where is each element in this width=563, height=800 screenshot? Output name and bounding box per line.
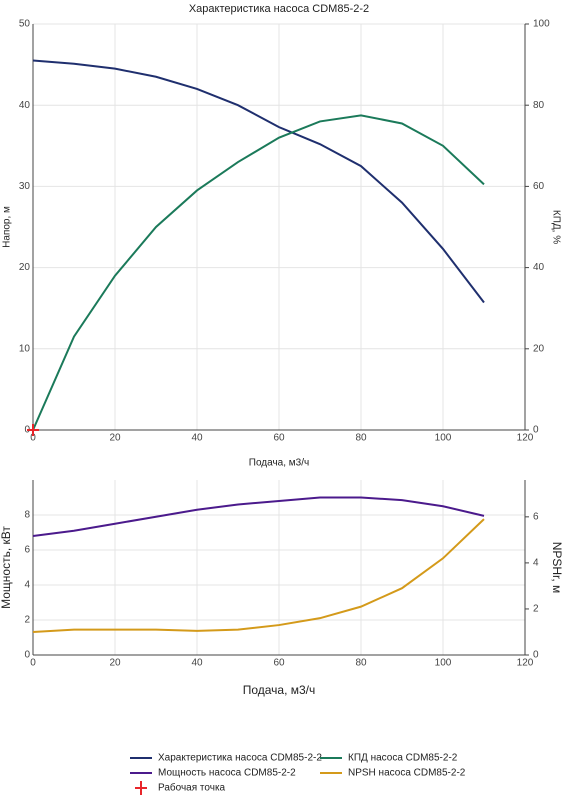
y2-tick-label: 0 [533,425,539,436]
x-tick-label: 0 [30,658,36,669]
x-tick-label: 20 [109,433,121,444]
operating-point [27,424,39,436]
y2-tick-label: 80 [533,100,545,111]
legend-label: Характеристика насоса CDM85-2-2 [158,753,322,764]
y-tick-label: 40 [19,100,31,111]
y2-axis-label: КПД, % [550,210,561,244]
y2-tick-label: 0 [533,650,539,661]
y-tick-label: 8 [24,510,30,521]
legend-label: NPSH насоса CDM85-2-2 [348,768,466,779]
y2-tick-label: 60 [533,181,545,192]
y2-tick-label: 2 [533,604,539,615]
x-axis-label: Подача, м3/ч [243,683,316,697]
y2-axis-label: NPSHr, м [550,542,563,594]
y-tick-label: 6 [24,545,30,556]
y-tick-label: 50 [19,19,31,30]
data-line [32,114,485,431]
x-tick-label: 100 [435,658,452,669]
y-axis-label: Напор, м [2,206,13,248]
x-tick-label: 60 [273,658,285,669]
y2-tick-label: 100 [533,19,550,30]
y-axis-label: Мощность, кВт [0,526,13,609]
x-tick-label: 80 [355,658,367,669]
y-tick-label: 0 [24,650,30,661]
y-tick-label: 2 [24,615,30,626]
y-tick-label: 30 [19,181,31,192]
x-tick-label: 40 [191,658,203,669]
chart-title: Характеристика насоса CDM85-2-2 [189,3,369,15]
x-tick-label: 60 [273,433,285,444]
x-tick-label: 40 [191,433,203,444]
data-line [32,59,485,304]
x-tick-label: 0 [30,433,36,444]
x-tick-label: 20 [109,658,121,669]
legend-label: КПД насоса CDM85-2-2 [348,753,458,764]
x-tick-label: 120 [517,658,534,669]
y-tick-label: 10 [19,343,31,354]
legend-swatch [135,781,147,795]
data-line [32,496,485,537]
x-axis-label: Подача, м3/ч [249,458,309,469]
x-tick-label: 80 [355,433,367,444]
legend-label: Рабочая точка [158,782,226,794]
y2-tick-label: 20 [533,343,545,354]
x-tick-label: 120 [517,433,534,444]
x-tick-label: 100 [435,433,452,444]
y2-tick-label: 4 [533,558,539,569]
data-line [32,518,485,633]
legend-label: Мощность насоса CDM85-2-2 [158,768,296,779]
y2-tick-label: 6 [533,511,539,522]
y-tick-label: 20 [19,262,31,273]
y2-tick-label: 40 [533,262,545,273]
y-tick-label: 4 [24,580,30,591]
